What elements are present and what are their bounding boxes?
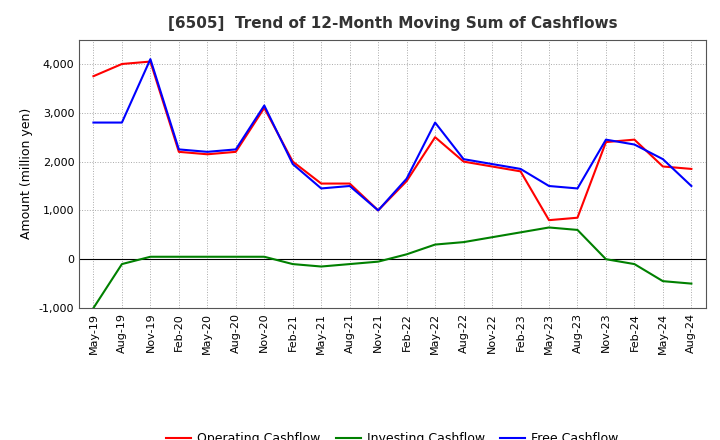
Operating Cashflow [289, 159, 297, 164]
Operating Cashflow [402, 179, 411, 184]
Operating Cashflow [659, 164, 667, 169]
Legend: Operating Cashflow, Investing Cashflow, Free Cashflow: Operating Cashflow, Investing Cashflow, … [161, 427, 624, 440]
Investing Cashflow [659, 279, 667, 284]
Free Cashflow [516, 166, 525, 172]
Investing Cashflow [630, 261, 639, 267]
Operating Cashflow [260, 105, 269, 110]
Free Cashflow [431, 120, 439, 125]
Investing Cashflow [602, 257, 611, 262]
Free Cashflow [232, 147, 240, 152]
Investing Cashflow [346, 261, 354, 267]
Free Cashflow [659, 157, 667, 162]
Free Cashflow [602, 137, 611, 142]
Free Cashflow [203, 149, 212, 154]
Operating Cashflow [545, 217, 554, 223]
Free Cashflow [402, 176, 411, 181]
Investing Cashflow [203, 254, 212, 260]
Free Cashflow [487, 161, 496, 167]
Free Cashflow [374, 208, 382, 213]
Operating Cashflow [203, 152, 212, 157]
Operating Cashflow [630, 137, 639, 142]
Investing Cashflow [374, 259, 382, 264]
Free Cashflow [346, 183, 354, 189]
Free Cashflow [260, 103, 269, 108]
Y-axis label: Amount (million yen): Amount (million yen) [20, 108, 33, 239]
Operating Cashflow [317, 181, 325, 186]
Operating Cashflow [602, 139, 611, 145]
Operating Cashflow [346, 181, 354, 186]
Free Cashflow [289, 161, 297, 167]
Operating Cashflow [89, 73, 98, 79]
Investing Cashflow [573, 227, 582, 233]
Free Cashflow [573, 186, 582, 191]
Operating Cashflow [146, 59, 155, 64]
Free Cashflow [89, 120, 98, 125]
Investing Cashflow [174, 254, 183, 260]
Title: [6505]  Trend of 12-Month Moving Sum of Cashflows: [6505] Trend of 12-Month Moving Sum of C… [168, 16, 617, 32]
Investing Cashflow [232, 254, 240, 260]
Free Cashflow [317, 186, 325, 191]
Investing Cashflow [545, 225, 554, 230]
Investing Cashflow [487, 235, 496, 240]
Free Cashflow [687, 183, 696, 189]
Investing Cashflow [146, 254, 155, 260]
Operating Cashflow [232, 149, 240, 154]
Operating Cashflow [687, 166, 696, 172]
Operating Cashflow [516, 169, 525, 174]
Free Cashflow [459, 157, 468, 162]
Operating Cashflow [374, 208, 382, 213]
Free Cashflow [146, 56, 155, 62]
Operating Cashflow [431, 135, 439, 140]
Operating Cashflow [174, 149, 183, 154]
Free Cashflow [545, 183, 554, 189]
Free Cashflow [630, 142, 639, 147]
Investing Cashflow [402, 252, 411, 257]
Investing Cashflow [289, 261, 297, 267]
Investing Cashflow [431, 242, 439, 247]
Line: Investing Cashflow: Investing Cashflow [94, 227, 691, 308]
Investing Cashflow [459, 239, 468, 245]
Operating Cashflow [117, 61, 126, 66]
Operating Cashflow [573, 215, 582, 220]
Investing Cashflow [260, 254, 269, 260]
Free Cashflow [117, 120, 126, 125]
Investing Cashflow [317, 264, 325, 269]
Investing Cashflow [89, 305, 98, 311]
Investing Cashflow [687, 281, 696, 286]
Operating Cashflow [487, 164, 496, 169]
Line: Free Cashflow: Free Cashflow [94, 59, 691, 210]
Investing Cashflow [117, 261, 126, 267]
Operating Cashflow [459, 159, 468, 164]
Line: Operating Cashflow: Operating Cashflow [94, 62, 691, 220]
Free Cashflow [174, 147, 183, 152]
Investing Cashflow [516, 230, 525, 235]
